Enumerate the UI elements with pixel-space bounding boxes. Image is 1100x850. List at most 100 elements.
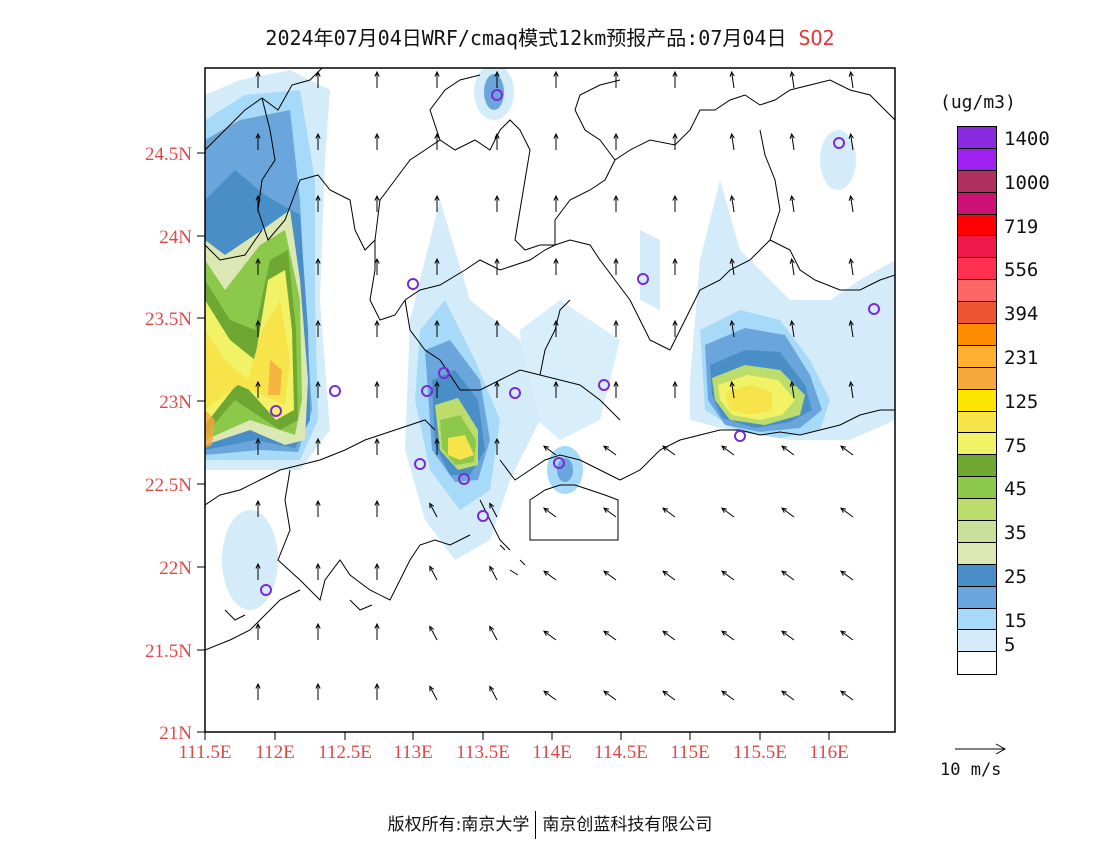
wind-arrow-head <box>672 319 678 326</box>
wind-arrow <box>850 320 854 338</box>
wind-arrow-head <box>374 437 380 444</box>
wind-arrow <box>781 690 795 701</box>
lat-label: 23.5N <box>145 309 192 330</box>
wind-arrow <box>840 445 854 456</box>
lon-label: 113E <box>393 742 432 763</box>
color-scale-swatch <box>958 389 996 412</box>
wind-arrow-head <box>429 685 435 692</box>
wind-arrow-head <box>315 132 321 139</box>
wind-arrow-head <box>374 194 380 201</box>
wind-arrow <box>543 507 557 518</box>
wind-arrow-head <box>429 625 435 632</box>
wind-arrow-head <box>255 70 261 77</box>
wind-arrow-head <box>781 690 788 696</box>
wind-arrow-head <box>848 319 854 326</box>
wind-arrow <box>429 686 438 701</box>
wind-arrow-head <box>613 257 619 264</box>
wind-arrow-head <box>553 380 559 387</box>
wind-arrow-head <box>315 70 321 77</box>
wind-arrow-head <box>848 70 854 77</box>
map-frame <box>204 67 896 733</box>
copyright-left: 版权所有:南京大学 <box>387 815 530 835</box>
wind-arrow <box>721 690 735 701</box>
wind-arrow-head <box>848 257 854 264</box>
color-scale-label: 231 <box>1004 347 1039 369</box>
wind-arrow-head <box>672 132 678 139</box>
color-scale-swatch <box>958 586 996 609</box>
wind-arrow-head <box>374 132 380 139</box>
color-scale-label: 719 <box>1004 215 1039 238</box>
color-scale-label: 125 <box>1004 390 1039 413</box>
wind-arrow <box>662 630 676 641</box>
color-scale-swatch <box>958 324 996 346</box>
wind-arrow <box>850 381 854 399</box>
copyright-right: 南京创蓝科技有限公司 <box>542 815 713 835</box>
wind-arrow-head <box>315 622 321 629</box>
wind-arrow-head <box>613 70 619 77</box>
wind-arrow <box>731 195 735 213</box>
color-scale-label: 35 <box>1004 522 1027 545</box>
color-scale-swatch <box>958 192 996 215</box>
wind-arrow <box>721 630 735 641</box>
wind-arrow-head <box>603 690 610 696</box>
lon-label: 113.5E <box>456 742 510 763</box>
chart-title: 2024年07月04日WRF/cmaq模式12km预报产品:07月04日 SO2 <box>0 22 1100 51</box>
wind-arrow-head <box>255 380 261 387</box>
wind-arrow-head <box>434 257 440 264</box>
lon-label: 115.5E <box>733 742 787 763</box>
color-scale-label: 394 <box>1004 303 1039 326</box>
wind-arrow-head <box>315 682 321 689</box>
wind-arrow-head <box>848 194 854 201</box>
lat-label: 22N <box>159 558 192 579</box>
wind-arrow-head <box>662 570 669 576</box>
wind-arrow-head <box>848 380 854 387</box>
wind-arrow-head <box>255 194 261 201</box>
wind-arrow <box>429 566 438 581</box>
wind-arrow-head <box>662 630 669 636</box>
wind-arrow <box>721 507 735 518</box>
color-scale-label: 1400 <box>1004 128 1050 150</box>
wind-arrow-head <box>543 570 550 576</box>
wind-arrow-head <box>789 70 795 77</box>
wind-arrow-head <box>729 194 735 201</box>
wind-arrow-head <box>729 319 735 326</box>
wind-arrow-head <box>781 445 788 451</box>
color-scale-swatch <box>958 345 996 368</box>
wind-arrow <box>603 507 617 518</box>
wind-arrow-head <box>434 319 440 326</box>
species-label: SO2 <box>798 26 835 50</box>
wind-arrow-head <box>494 380 500 387</box>
wind-arrow-head <box>613 380 619 387</box>
wind-arrow <box>662 445 676 456</box>
wind-arrow-head <box>255 132 261 139</box>
lon-label: 114E <box>532 742 571 763</box>
wind-arrow-head <box>255 319 261 326</box>
wind-arrow <box>731 133 735 151</box>
wind-arrow-head <box>429 502 435 509</box>
wind-arrow-head <box>543 630 550 636</box>
wind-arrow-head <box>315 257 321 264</box>
wind-arrow <box>543 570 557 581</box>
color-scale-swatch <box>958 652 996 675</box>
color-scale-swatch <box>958 411 996 434</box>
color-scale-swatch <box>958 170 996 193</box>
wind-arrow <box>429 626 438 641</box>
wind-arrow-head <box>315 562 321 569</box>
wind-arrow <box>721 445 735 456</box>
wind-arrow <box>850 195 854 213</box>
wind-arrow-head <box>729 132 735 139</box>
wind-arrow-head <box>315 437 321 444</box>
wind-arrow <box>791 258 795 276</box>
color-scale-label: 5 <box>1004 633 1016 656</box>
wind-arrow <box>489 566 498 581</box>
wind-arrow-head <box>434 132 440 139</box>
color-scale-swatch <box>958 608 996 631</box>
color-scale-label: 1000 <box>1004 171 1050 194</box>
station-markers <box>260 89 880 596</box>
concentration-field <box>205 68 895 610</box>
wind-arrow-head <box>494 437 500 444</box>
color-scale-swatch <box>958 302 996 325</box>
wind-arrow <box>850 71 854 89</box>
wind-arrow <box>791 133 795 151</box>
